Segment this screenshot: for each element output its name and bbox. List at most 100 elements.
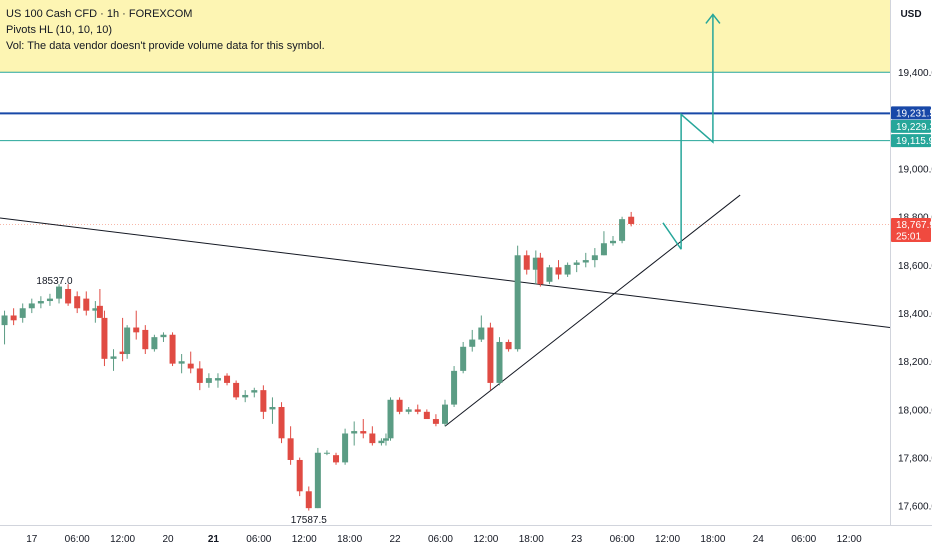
currency-label[interactable]: USD: [900, 9, 922, 20]
chart-legend: US 100 Cash CFD · 1h · FOREXCOM Pivots H…: [6, 6, 325, 54]
candle[interactable]: [600, 243, 607, 256]
candle[interactable]: [269, 406, 276, 410]
price-tag-label: 19,115.9: [896, 136, 932, 147]
x-tick-label: 24: [753, 534, 765, 545]
candle[interactable]: [451, 370, 458, 405]
candle[interactable]: [124, 327, 131, 355]
x-tick-label: 06:00: [428, 534, 453, 545]
candle[interactable]: [74, 296, 81, 309]
candle[interactable]: [546, 267, 553, 282]
candle[interactable]: [287, 438, 294, 460]
projection-path[interactable]: [680, 14, 714, 250]
candle[interactable]: [505, 341, 512, 350]
trendline-0[interactable]: [0, 217, 891, 329]
candle[interactable]: [414, 409, 421, 412]
candle[interactable]: [214, 378, 221, 381]
indicator-volume[interactable]: Vol: The data vendor doesn't provide vol…: [6, 40, 325, 52]
candle[interactable]: [487, 327, 494, 383]
candle[interactable]: [305, 491, 312, 509]
candle[interactable]: [387, 399, 394, 439]
candle[interactable]: [405, 409, 412, 412]
candle[interactable]: [460, 346, 467, 371]
candle[interactable]: [101, 317, 108, 359]
candle[interactable]: [28, 303, 35, 309]
candle[interactable]: [619, 219, 626, 241]
candle[interactable]: [537, 257, 544, 285]
price-tag[interactable]: [891, 217, 931, 242]
candle[interactable]: [19, 308, 26, 318]
candle[interactable]: [323, 452, 330, 454]
candle[interactable]: [396, 399, 403, 412]
candle[interactable]: [333, 455, 340, 463]
candle[interactable]: [83, 298, 90, 311]
candle[interactable]: [369, 433, 376, 444]
candle[interactable]: [10, 315, 17, 321]
candle[interactable]: [133, 327, 140, 333]
candle[interactable]: [178, 361, 185, 364]
candle[interactable]: [360, 431, 367, 434]
symbol-title[interactable]: US 100 Cash CFD · 1h · FOREXCOM: [6, 8, 193, 20]
time-axis[interactable]: [0, 525, 932, 550]
candle[interactable]: [160, 334, 167, 338]
candle[interactable]: [378, 440, 385, 444]
candle[interactable]: [233, 382, 240, 398]
candle[interactable]: [496, 341, 503, 383]
candle[interactable]: [610, 240, 617, 244]
y-tick-label: 19,000.0: [898, 165, 932, 176]
candle[interactable]: [628, 216, 635, 224]
candle[interactable]: [187, 363, 194, 369]
candle[interactable]: [96, 305, 103, 318]
candle[interactable]: [469, 339, 476, 347]
candle[interactable]: [260, 390, 267, 412]
candle[interactable]: [564, 264, 571, 275]
candle[interactable]: [523, 255, 530, 270]
candle[interactable]: [92, 308, 99, 311]
candle[interactable]: [151, 337, 158, 350]
candle[interactable]: [251, 390, 258, 393]
candle[interactable]: [1, 315, 8, 326]
candle[interactable]: [432, 419, 439, 424]
candle[interactable]: [205, 378, 212, 383]
trendline-1[interactable]: [444, 194, 741, 427]
candle[interactable]: [423, 411, 430, 420]
candle[interactable]: [591, 255, 598, 261]
candle[interactable]: [342, 433, 349, 463]
price-tag[interactable]: [891, 134, 931, 148]
y-tick-label: 19,400.0: [898, 68, 932, 79]
pivot-high-label: 18537.0: [36, 276, 73, 287]
candle[interactable]: [37, 301, 44, 304]
candle[interactable]: [56, 286, 63, 299]
price-tag[interactable]: [891, 119, 931, 133]
price-tag[interactable]: [891, 106, 931, 120]
candle[interactable]: [46, 298, 53, 302]
resistance-zone[interactable]: [0, 0, 890, 73]
candle[interactable]: [242, 394, 249, 398]
candle[interactable]: [514, 255, 521, 350]
candle[interactable]: [382, 438, 389, 441]
candle[interactable]: [169, 334, 176, 364]
candle[interactable]: [582, 260, 589, 263]
candle[interactable]: [573, 262, 580, 265]
projection-entry[interactable]: [662, 222, 682, 250]
candle[interactable]: [196, 368, 203, 383]
candle[interactable]: [119, 351, 126, 355]
candle[interactable]: [278, 406, 285, 439]
candle[interactable]: [142, 329, 149, 350]
x-tick-label: 06:00: [65, 534, 90, 545]
price-tag-label: 18,767.9: [896, 220, 932, 231]
candle[interactable]: [555, 267, 562, 275]
price-axis[interactable]: [890, 0, 932, 550]
candle[interactable]: [314, 452, 321, 509]
candle[interactable]: [296, 459, 303, 492]
candle[interactable]: [442, 404, 448, 424]
candle[interactable]: [532, 257, 539, 270]
x-tick-label: 17: [26, 534, 38, 545]
candle[interactable]: [478, 327, 485, 340]
arrow-up-icon: [705, 13, 721, 24]
candle[interactable]: [65, 288, 72, 304]
candle[interactable]: [351, 431, 358, 434]
indicator-pivots[interactable]: Pivots HL (10, 10, 10): [6, 24, 112, 36]
candle[interactable]: [110, 356, 117, 359]
candle[interactable]: [224, 375, 231, 383]
